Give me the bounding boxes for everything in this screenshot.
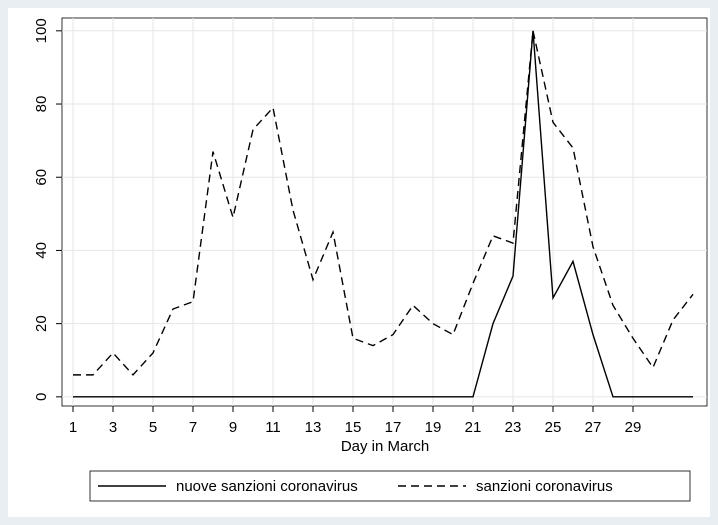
legend-label: nuove sanzioni coronavirus (176, 478, 358, 495)
y-tick-label: 60 (33, 169, 50, 186)
x-tick-label: 3 (109, 419, 117, 436)
x-tick-label: 1 (69, 419, 77, 436)
x-tick-label: 21 (465, 419, 482, 436)
y-tick-label: 100 (33, 18, 50, 43)
x-tick-label: 9 (229, 419, 237, 436)
x-tick-label: 15 (345, 419, 362, 436)
line-series (73, 30, 694, 376)
y-tick-label: 40 (33, 242, 50, 259)
x-tick-label: 27 (585, 419, 602, 436)
x-tick-label: 7 (189, 419, 197, 436)
y-tick-label: 20 (33, 315, 50, 332)
x-tick-label: 13 (305, 419, 322, 436)
x-tick-label: 5 (149, 419, 157, 436)
line-series (73, 30, 693, 398)
x-tick-label: 17 (385, 419, 402, 436)
x-tick-label: 19 (425, 419, 442, 436)
x-tick-label: 23 (505, 419, 522, 436)
x-tick-label: 25 (545, 419, 562, 436)
legend-box (89, 470, 691, 502)
x-tick-label: 29 (625, 419, 642, 436)
y-tick-label: 80 (33, 96, 50, 113)
x-axis-label: Day in March (341, 438, 429, 455)
plot-region (61, 17, 708, 407)
x-tick-label: 11 (265, 419, 281, 436)
y-tick-label: 0 (33, 393, 50, 401)
legend-label: sanzioni coronavirus (476, 478, 613, 495)
